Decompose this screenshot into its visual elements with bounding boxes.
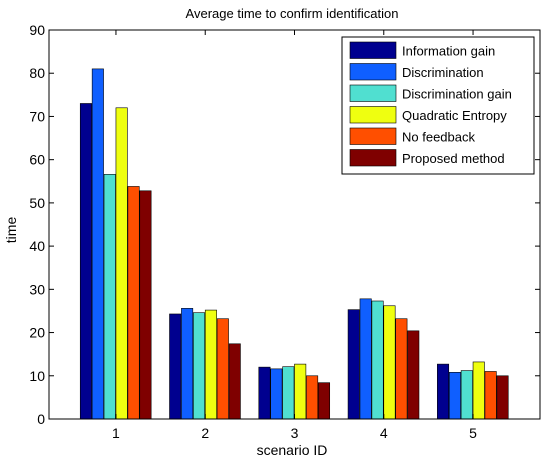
bar: [193, 312, 206, 420]
x-tick-label: 5: [469, 425, 477, 441]
x-tick-label: 1: [112, 425, 120, 441]
y-tick-label: 80: [29, 65, 45, 81]
legend-swatch: [349, 63, 397, 81]
y-tick-label: 70: [29, 108, 45, 124]
y-tick-label: 50: [29, 195, 45, 211]
bar: [204, 309, 217, 420]
legend-label: Information gain: [402, 44, 495, 59]
bar: [169, 313, 182, 420]
bar: [79, 103, 92, 420]
bar: [359, 298, 372, 420]
y-tick-label: 0: [37, 411, 45, 427]
legend-swatch: [349, 41, 397, 59]
bar: [91, 68, 104, 420]
legend-swatch: [349, 106, 397, 124]
legend-label: Quadratic Entropy: [402, 108, 507, 123]
bars-group: [79, 68, 509, 420]
bar: [270, 368, 283, 420]
y-axis-label: time: [3, 217, 19, 244]
bar: [472, 361, 485, 420]
x-tick-label: 3: [291, 425, 299, 441]
bar: [371, 300, 384, 420]
legend-label: Discrimination gain: [402, 87, 512, 102]
bar: [228, 343, 241, 420]
bar: [484, 371, 497, 420]
bar: [437, 363, 450, 420]
bar: [395, 318, 408, 420]
y-tick-label: 30: [29, 281, 45, 297]
bar: [139, 190, 152, 420]
bar: [448, 372, 461, 420]
legend: Information gain Discrimination Discrimina…: [341, 36, 535, 175]
bar: [181, 308, 194, 420]
y-tick-label: 60: [29, 152, 45, 168]
bar: [282, 366, 295, 420]
x-axis-label: scenario ID: [257, 442, 328, 458]
bar: [258, 366, 271, 420]
bar: [407, 330, 420, 420]
bar: [460, 370, 473, 420]
legend-swatch: [349, 149, 397, 167]
y-tick-label: 20: [29, 325, 45, 341]
bar: [115, 107, 128, 420]
y-tick-label: 90: [29, 22, 45, 38]
bar: [216, 318, 229, 420]
y-tick-label: 40: [29, 238, 45, 254]
y-tick-label: 10: [29, 368, 45, 384]
x-tick-label: 2: [201, 425, 209, 441]
legend-swatch: [349, 127, 397, 145]
bar: [383, 305, 396, 420]
bar: [294, 363, 307, 420]
bar: [103, 174, 116, 420]
bar: [496, 375, 509, 420]
bar: [347, 309, 360, 420]
legend-swatch: [349, 84, 397, 102]
legend-label: Discrimination: [402, 65, 484, 80]
bar: [127, 186, 140, 420]
legend-label: Proposed method: [402, 151, 505, 166]
x-tick-label: 4: [380, 425, 388, 441]
legend-label: No feedback: [402, 130, 475, 145]
bar: [306, 375, 319, 420]
chart-title: Average time to confirm identification: [186, 6, 399, 21]
bar: [318, 382, 331, 420]
axes-group: 0 10 20 30 40 50 60 70 80 90 1 2 3 4 5: [29, 22, 540, 441]
